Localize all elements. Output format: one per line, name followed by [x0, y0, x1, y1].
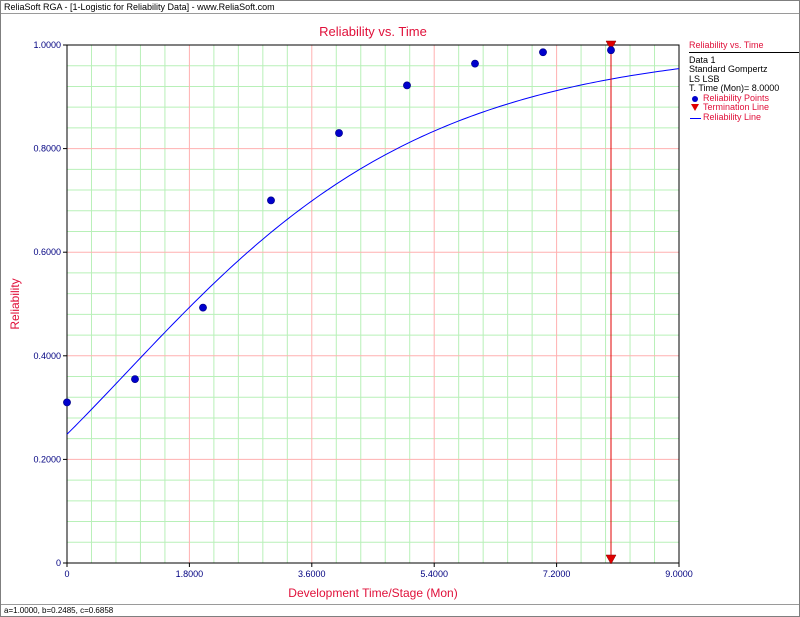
x-tick-label: 7.2000 [543, 569, 571, 579]
legend-data-name: Data 1 [689, 54, 716, 65]
y-tick-label: 0.6000 [33, 247, 61, 257]
x-tick-label: 5.4000 [420, 569, 448, 579]
y-tick-label: 0.2000 [33, 454, 61, 464]
termination-line [605, 40, 617, 565]
legend-item-reliability-points: Reliability Points [689, 92, 799, 104]
reliability-points [63, 46, 615, 407]
line-icon [690, 117, 701, 119]
legend: Reliability vs. Time Data 1 Standard Gom… [689, 40, 799, 123]
minor-grid [67, 45, 679, 563]
chart-title: Reliability vs. Time [319, 24, 427, 39]
termination-marker-top [605, 40, 617, 51]
termination-marker-bottom [605, 554, 617, 565]
triangle-down-icon [691, 104, 699, 111]
legend-item-label: Reliability Points [703, 92, 770, 103]
x-tick-label: 9.0000 [665, 569, 693, 579]
legend-model: Standard Gompertz [689, 64, 768, 74]
legend-item-reliability-line: Reliability Line [689, 111, 799, 123]
major-grid [67, 45, 679, 563]
reliability-point [607, 46, 615, 55]
x-tick-label: 0 [64, 569, 69, 579]
reliability-point [539, 48, 547, 57]
dot-icon [692, 95, 698, 102]
x-tick-label: 1.8000 [176, 569, 204, 579]
legend-method: LS LSB [689, 73, 720, 84]
legend-title: Reliability vs. Time [689, 40, 799, 53]
reliability-point [63, 398, 71, 407]
y-tick-label: 0.8000 [33, 144, 61, 154]
x-tick-label: 3.6000 [298, 569, 326, 579]
y-tick-label: 0 [56, 558, 61, 568]
legend-item-label: Reliability Line [703, 111, 762, 122]
reliability-point [403, 81, 411, 90]
y-tick-label: 1.0000 [33, 40, 61, 50]
reliability-point [471, 59, 479, 68]
legend-item-label: Termination Line [703, 102, 770, 112]
x-axis-ticks: 0 1.8000 3.6000 5.4000 7.2000 9.0000 [64, 563, 693, 579]
status-bar: a=1.0000, b=0.2485, c=0.6858 [1, 604, 799, 616]
y-axis-ticks: 0 0.2000 0.4000 0.6000 0.8000 1.0000 [33, 40, 67, 568]
window-title: ReliaSoft RGA - [1-Logistic for Reliabil… [1, 1, 799, 14]
x-axis-label: Development Time/Stage (Mon) [288, 586, 457, 600]
legend-item-termination-line: Termination Line [689, 102, 799, 113]
reliability-point [199, 303, 207, 312]
plot-area-border [66, 44, 680, 564]
reliability-point [335, 129, 343, 137]
reliability-point [131, 375, 139, 384]
legend-termination-time: T. Time (Mon)= 8.0000 [689, 83, 780, 93]
reliability-point [267, 196, 275, 205]
y-tick-label: 0.4000 [33, 351, 61, 361]
reliability-line [66, 68, 680, 435]
y-axis-label: Reliability [8, 278, 22, 329]
